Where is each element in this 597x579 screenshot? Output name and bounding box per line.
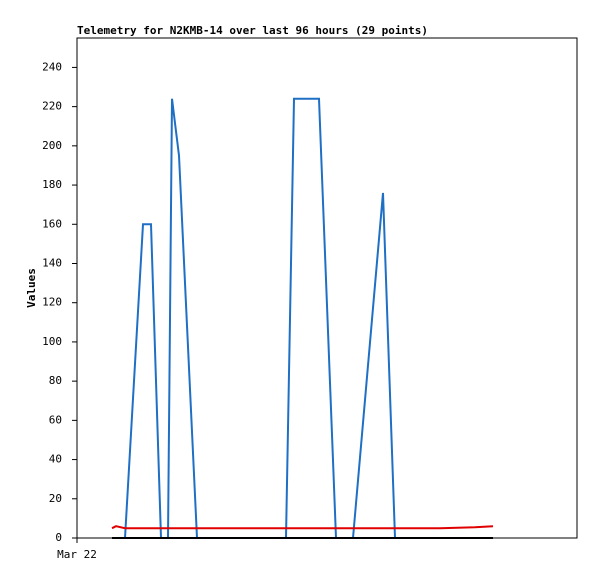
y-tick-label: 140 [42,256,62,269]
y-tick-label: 200 [42,139,62,152]
x-tick-label: Mar 22 [57,548,97,561]
y-tick-label: 240 [42,60,62,73]
y-axis-label: Values [25,268,38,308]
y-tick-label: 60 [49,413,62,426]
y-tick-label: 220 [42,100,62,113]
y-tick-label: 0 [55,531,62,544]
series-line [111,525,494,530]
y-tick-label: 120 [42,296,62,309]
y-tick-label: 160 [42,217,62,230]
y-tick-label: 20 [49,492,62,505]
y-tick-label: 180 [42,178,62,191]
y-tick-label: 100 [42,335,62,348]
chart-title: Telemetry for N2KMB-14 over last 96 hour… [77,24,428,37]
y-tick-label: 80 [49,374,62,387]
y-tick-label: 40 [49,453,62,466]
